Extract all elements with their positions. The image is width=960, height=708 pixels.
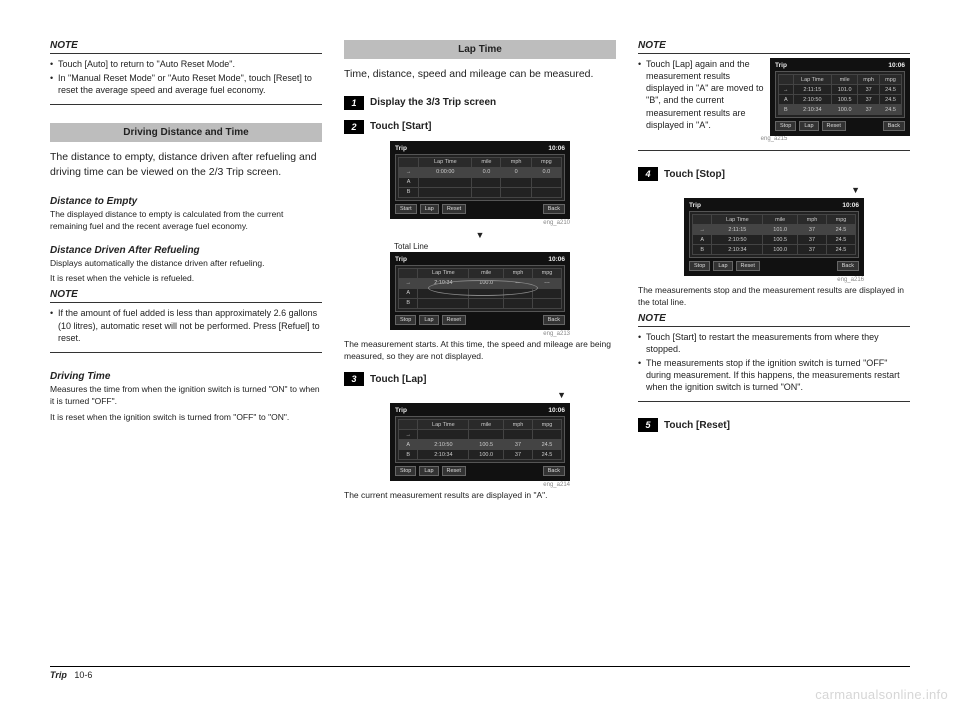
lap-table: Lap Timemilemphmpg →2:10:34100.0------ A… — [398, 268, 562, 309]
small-text: It is reset when the vehicle is refueled… — [50, 273, 322, 285]
reset-button[interactable]: Reset — [442, 204, 466, 214]
section-heading: Lap Time — [344, 40, 616, 59]
step-number: 5 — [638, 418, 658, 432]
note-header: NOTE — [50, 289, 322, 300]
note-inline: Touch [Lap] again and the measurement re… — [638, 58, 910, 136]
lap-button[interactable]: Lap — [420, 204, 439, 214]
note-header: NOTE — [50, 40, 322, 51]
rule — [50, 352, 322, 353]
start-button[interactable]: Start — [395, 204, 417, 214]
footer-page: 10-6 — [74, 670, 92, 680]
stop-button[interactable]: Stop — [395, 466, 416, 476]
section-heading: Driving Distance and Time — [50, 123, 322, 142]
sub-heading: Driving Time — [50, 371, 322, 382]
footer-section: Trip — [50, 670, 67, 680]
trip-screen: Trip 10:06 Lap Timemilemphmpg →0:00:000.0… — [390, 141, 570, 219]
lap-button[interactable]: Lap — [713, 261, 732, 271]
body-text: The distance to empty, distance driven a… — [50, 150, 322, 179]
column-3: NOTE Touch [Lap] again and the measureme… — [638, 40, 910, 640]
small-text: Measures the time from when the ignition… — [50, 384, 322, 408]
small-text: The measurements stop and the measuremen… — [638, 285, 910, 309]
page-footer: Trip 10-6 — [50, 666, 910, 680]
rule — [50, 53, 322, 54]
stop-button[interactable]: Stop — [689, 261, 710, 271]
screen-clock: 10:06 — [548, 145, 565, 152]
column-2: Lap Time Time, distance, speed and milea… — [344, 40, 616, 640]
note-list: Touch [Auto] to return to "Auto Reset Mo… — [50, 58, 322, 98]
rule — [638, 401, 910, 402]
small-text: The displayed distance to empty is calcu… — [50, 209, 322, 233]
small-text: The measurement starts. At this time, th… — [344, 339, 616, 363]
img-caption: eng_a213 — [390, 331, 570, 337]
note-item: Touch [Auto] to return to "Auto Reset Mo… — [50, 58, 322, 70]
step-number: 1 — [344, 96, 364, 110]
back-button[interactable]: Back — [837, 261, 859, 271]
reset-button[interactable]: Reset — [442, 466, 466, 476]
step-number: 4 — [638, 167, 658, 181]
step-4: 4 Touch [Stop] — [638, 167, 910, 181]
img-caption: eng_a210 — [390, 220, 570, 226]
step-number: 2 — [344, 120, 364, 134]
stop-button[interactable]: Stop — [395, 315, 416, 325]
lap-button[interactable]: Lap — [419, 466, 438, 476]
img-caption: eng_a214 — [390, 482, 570, 488]
note-header: NOTE — [638, 313, 910, 324]
body-text: Time, distance, speed and mileage can be… — [344, 67, 616, 82]
rule — [50, 104, 322, 105]
small-text: Displays automatically the distance driv… — [50, 258, 322, 270]
step-5: 5 Touch [Reset] — [638, 418, 910, 432]
step-label: Display the 3/3 Trip screen — [370, 97, 496, 108]
step-2: 2 Touch [Start] — [344, 120, 616, 134]
reset-button[interactable]: Reset — [736, 261, 760, 271]
note-item: Touch [Start] to restart the measurement… — [638, 331, 910, 355]
page-columns: NOTE Touch [Auto] to return to "Auto Res… — [50, 40, 910, 640]
note-header: NOTE — [638, 40, 910, 51]
img-caption: eng_a215 — [761, 136, 788, 142]
callout-label: Total Line — [394, 242, 616, 251]
rule — [638, 150, 910, 151]
screen-title: Trip — [395, 145, 407, 152]
note-item: If the amount of fuel added is less than… — [50, 307, 322, 343]
step-label: Touch [Reset] — [664, 420, 730, 431]
note-list: Touch [Start] to restart the measurement… — [638, 331, 910, 396]
lap-table: Lap Timemilemphmpg →2:11:15101.03724.5 A… — [778, 74, 902, 115]
note-item: Touch [Lap] again and the measurement re… — [638, 58, 764, 131]
rule — [638, 53, 910, 54]
small-text: It is reset when the ignition switch is … — [50, 412, 322, 424]
small-text: The current measurement results are disp… — [344, 490, 616, 502]
reset-button[interactable]: Reset — [442, 315, 466, 325]
step-label: Touch [Lap] — [370, 374, 426, 385]
sub-heading: Distance Driven After Refueling — [50, 245, 322, 256]
back-button[interactable]: Back — [543, 466, 565, 476]
img-caption: eng_a216 — [684, 277, 864, 283]
down-arrow-icon: ▼ — [344, 230, 616, 240]
trip-screen: Trip10:06 Lap Timemilemphmpg →2:10:34100… — [390, 252, 570, 330]
lap-table: Lap Timemilemphmpg →0:00:000.000.0 A B — [398, 157, 562, 198]
note-list: If the amount of fuel added is less than… — [50, 307, 322, 345]
note-item: The measurements stop if the ignition sw… — [638, 357, 910, 393]
watermark: carmanualsonline.info — [815, 687, 948, 702]
trip-screen: Trip10:06 Lap Timemilemphmpg → A2:10:501… — [390, 403, 570, 481]
rule — [638, 326, 910, 327]
down-arrow-icon: ▼ — [638, 185, 910, 195]
note-item: In "Manual Reset Mode" or "Auto Reset Mo… — [50, 72, 322, 96]
step-label: Touch [Stop] — [664, 169, 725, 180]
back-button[interactable]: Back — [543, 315, 565, 325]
trip-screen: Trip10:06 Lap Timemilemphmpg →2:11:15101… — [684, 198, 864, 276]
step-label: Touch [Start] — [370, 121, 431, 132]
step-1: 1 Display the 3/3 Trip screen — [344, 96, 616, 110]
lap-table: Lap Timemilemphmpg →2:11:15101.03724.5 A… — [692, 214, 856, 255]
rule — [50, 302, 322, 303]
step-number: 3 — [344, 372, 364, 386]
down-arrow-icon: ▼ — [344, 390, 616, 400]
back-button[interactable]: Back — [543, 204, 565, 214]
lap-table: Lap Timemilemphmpg → A2:10:50100.53724.5… — [398, 419, 562, 460]
sub-heading: Distance to Empty — [50, 196, 322, 207]
step-3: 3 Touch [Lap] — [344, 372, 616, 386]
trip-screen-small: Trip10:06 Lap Timemilemphmpg →2:11:15101… — [770, 58, 910, 136]
lap-button[interactable]: Lap — [419, 315, 438, 325]
column-1: NOTE Touch [Auto] to return to "Auto Res… — [50, 40, 322, 640]
